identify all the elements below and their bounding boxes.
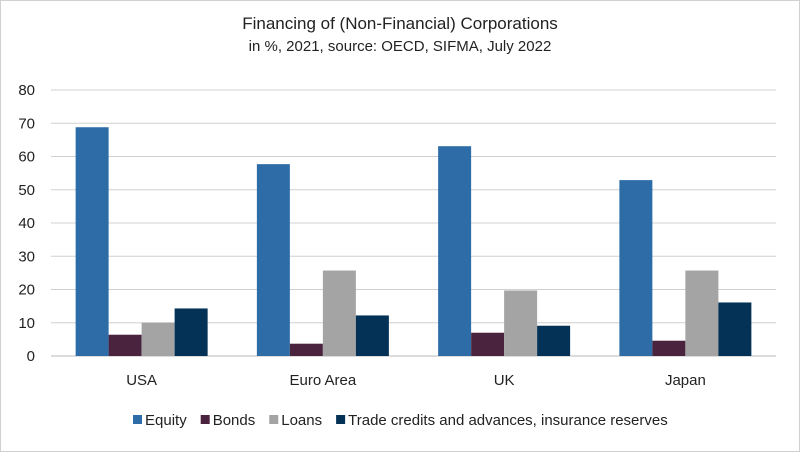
chart-subtitle: in %, 2021, source: OECD, SIFMA, July 20… [248, 38, 552, 55]
chart-title: Financing of (Non-Financial) Corporation… [242, 14, 558, 33]
legend-label: Equity [145, 412, 187, 429]
bar-equity [619, 180, 653, 356]
bar-trade [355, 315, 389, 356]
bar-loans [322, 270, 356, 356]
x-tick-label: USA [126, 372, 157, 389]
y-tick-label: 80 [18, 82, 35, 99]
bar-trade [718, 302, 752, 356]
bar-bonds [108, 334, 142, 356]
bar-trade [174, 308, 208, 356]
bar-loans [141, 322, 175, 356]
legend-swatch [269, 415, 279, 424]
x-tick-label: UK [494, 372, 515, 389]
bar-loans [685, 270, 719, 356]
legend-swatch [200, 415, 210, 424]
legend-label: Loans [281, 412, 322, 429]
y-tick-label: 10 [18, 315, 35, 332]
bar-equity [438, 146, 472, 356]
bar-equity [256, 164, 290, 356]
bar-bonds [471, 332, 505, 356]
y-tick-label: 40 [18, 215, 35, 232]
y-tick-label: 20 [18, 282, 35, 299]
bar-equity [75, 127, 109, 357]
bar-loans [504, 290, 538, 356]
y-tick-label: 50 [18, 182, 35, 199]
legend-swatch [133, 415, 142, 424]
y-tick-label: 30 [18, 248, 35, 265]
y-tick-label: 0 [27, 348, 35, 365]
bar-bonds [289, 343, 323, 356]
bar-bonds [652, 340, 686, 356]
y-tick-label: 70 [18, 115, 35, 132]
legend-label: Trade credits and advances, insurance re… [348, 412, 668, 429]
y-tick-label: 60 [18, 149, 35, 166]
x-tick-label: Japan [665, 372, 706, 389]
legend-swatch [336, 415, 346, 424]
x-tick-label: Euro Area [290, 372, 357, 389]
bar-trade [537, 325, 571, 356]
legend-label: Bonds [213, 412, 256, 429]
